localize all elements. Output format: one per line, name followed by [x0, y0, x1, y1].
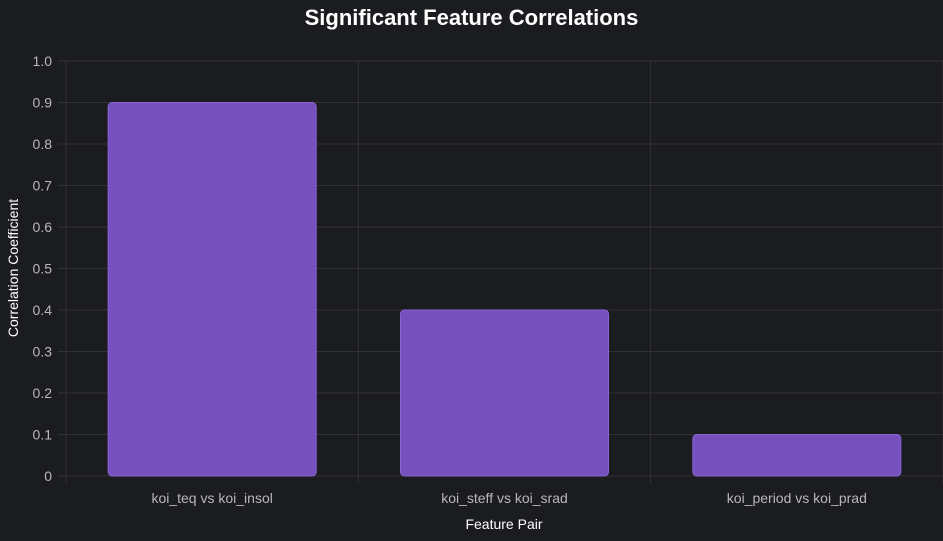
y-tick-label: 0.7	[33, 178, 53, 194]
y-tick-label: 1.0	[33, 53, 53, 69]
y-tick-label: 0.6	[33, 219, 53, 235]
bar[interactable]	[692, 434, 902, 477]
y-tick-label: 0	[44, 468, 52, 484]
y-tick-label: 0.5	[33, 261, 53, 277]
y-axis-label: Correlation Coefficient	[5, 199, 21, 337]
x-axis-label: Feature Pair	[465, 516, 542, 532]
x-tick-label: koi_teq vs koi_insol	[151, 490, 272, 506]
y-tick-label: 0.1	[33, 427, 53, 443]
x-tick-label: koi_period vs koi_prad	[727, 490, 867, 506]
y-tick-label: 0.4	[33, 302, 53, 318]
y-tick-label: 0.9	[33, 95, 53, 111]
chart-title: Significant Feature Correlations	[304, 5, 639, 30]
x-axis-ticks: koi_teq vs koi_insol koi_steff vs koi_sra…	[151, 490, 866, 506]
y-tick-label: 0.3	[33, 344, 53, 360]
x-tick-label: koi_steff vs koi_srad	[441, 490, 568, 506]
y-tick-label: 0.2	[33, 385, 53, 401]
bar[interactable]	[107, 102, 317, 477]
y-axis-ticks: 0 0.1 0.2 0.3 0.4 0.5 0.6 0.7 0.8 0.9 1.0	[33, 53, 53, 484]
bar[interactable]	[400, 309, 609, 477]
y-tick-label: 0.8	[33, 136, 53, 152]
bars	[107, 102, 902, 477]
